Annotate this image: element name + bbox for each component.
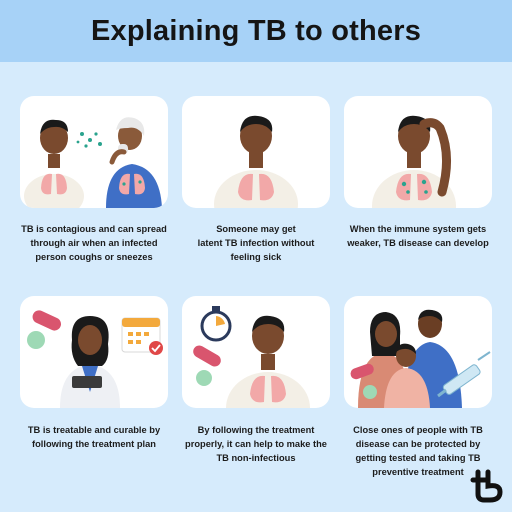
lungs-icon (250, 375, 286, 403)
pill-icon (193, 345, 221, 386)
syringe-icon (437, 351, 491, 398)
panel-treatable-caption: TB is treatable and curable by following … (27, 425, 161, 449)
panel-treatment-caption: By following the treatment properly, it c… (185, 425, 327, 463)
panel-protection-caption: Close ones of people with TB disease can … (353, 425, 483, 477)
panel-disease-caption: When the immune system gets weaker, TB di… (347, 224, 489, 248)
panel-latent-caption: Someone may get latent TB infection witho… (197, 224, 315, 262)
lungs-icon (41, 173, 67, 195)
lungs-icon (396, 173, 432, 201)
stopwatch-icon (200, 306, 232, 342)
panel-disease-illustration (344, 96, 492, 208)
panel-treatable-illustration (20, 296, 168, 408)
pill-icon (350, 363, 377, 399)
header-banner: Explaining TB to others (0, 0, 512, 62)
panel-contagious-caption: TB is contagious and can spread through a… (21, 224, 167, 262)
panel-contagious-illustration (20, 96, 168, 208)
lungs-icon (238, 173, 274, 201)
lungs-icon (119, 173, 145, 195)
pill-icon (27, 310, 61, 349)
calendar-icon (121, 317, 163, 355)
panel-protection-illustration (344, 296, 492, 408)
brand-logo-icon (470, 469, 503, 503)
panel-treatment-illustration (182, 296, 330, 408)
page-title: Explaining TB to others (90, 14, 422, 47)
panel-latent-illustration (182, 96, 330, 208)
